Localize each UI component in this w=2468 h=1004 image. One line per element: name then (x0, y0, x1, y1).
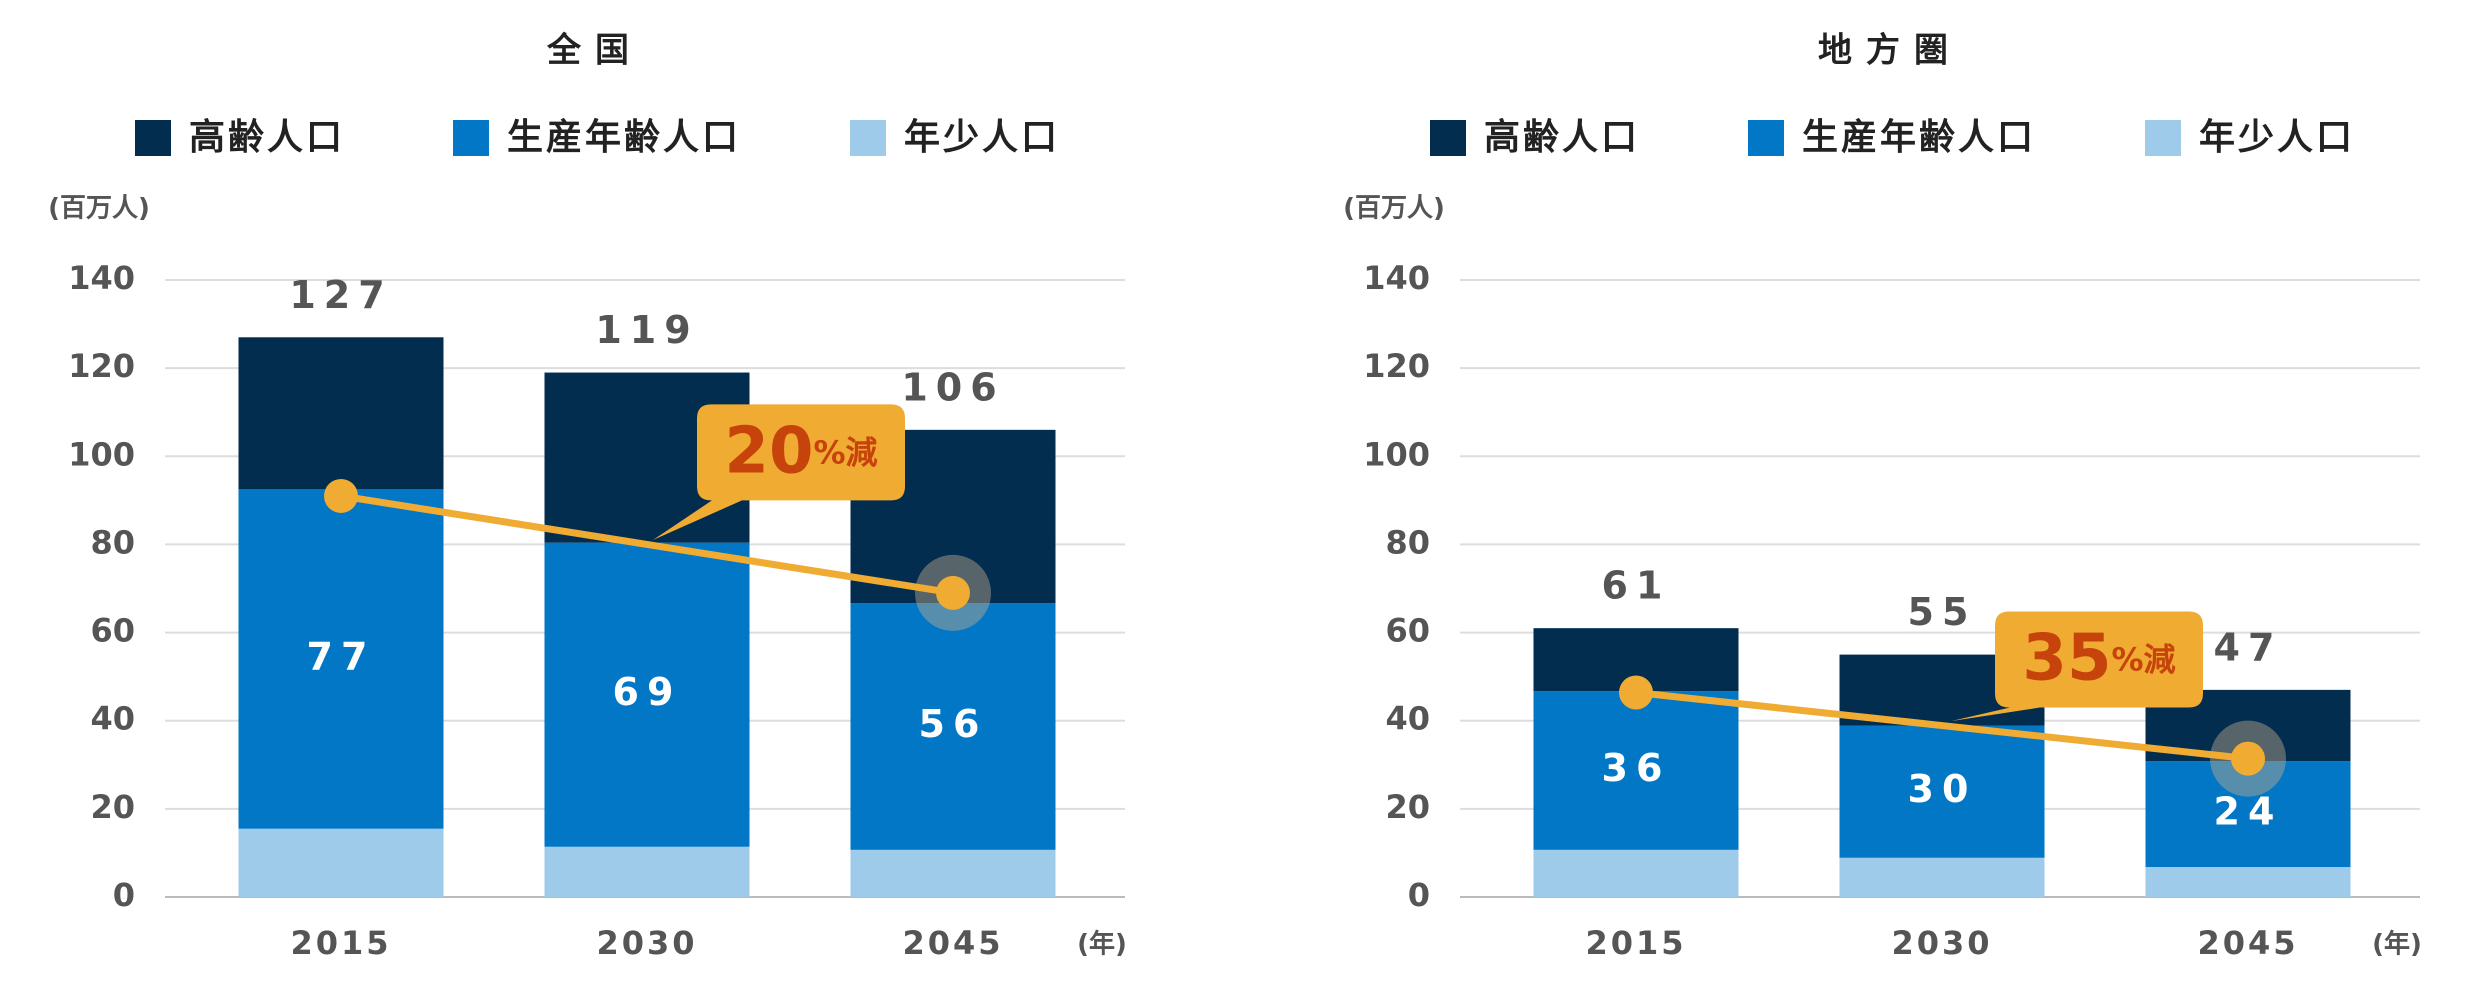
chart-title: 地方圏 (1818, 31, 1962, 71)
total-label: 47 (2214, 625, 2283, 669)
x-tick-label: 2015 (1585, 924, 1686, 962)
bar-segment (544, 846, 750, 897)
bar-segment (238, 489, 444, 829)
total-label: 55 (1908, 590, 1977, 634)
callout-suffix: %減 (813, 433, 877, 471)
y-tick-label: 0 (113, 876, 135, 914)
callout-value: 20 (724, 414, 813, 488)
legend-swatch (1748, 120, 1784, 156)
bar-segment (238, 337, 444, 490)
data-label: 24 (2214, 790, 2283, 834)
y-tick-label: 140 (68, 259, 135, 297)
data-label: 56 (919, 702, 988, 746)
y-tick-label: 100 (1363, 435, 1430, 473)
y-unit: (百万人) (48, 194, 150, 224)
legend-label: 生産年齢人口 (507, 117, 741, 158)
callout-text: 35%減 (2022, 621, 2175, 695)
trend-marker (324, 478, 358, 513)
y-tick-label: 80 (1385, 523, 1430, 561)
x-tick-label: 2015 (290, 924, 391, 962)
y-tick-label: 100 (68, 435, 135, 473)
trend-marker (2231, 741, 2265, 776)
y-tick-label: 80 (90, 523, 135, 561)
chart-title: 全国 (546, 31, 643, 71)
trend-line (340, 492, 954, 597)
bar-segment (1839, 725, 2045, 858)
legend-label: 高齢人口 (1484, 117, 1640, 158)
legend-swatch (2145, 120, 2181, 156)
callout-suffix: %減 (2111, 640, 2175, 678)
y-tick-label: 140 (1363, 259, 1430, 297)
total-label: 119 (595, 308, 698, 352)
trend-marker (936, 575, 970, 610)
trend-marker (1619, 675, 1653, 710)
legend-swatch (453, 120, 489, 156)
bar-segment (850, 603, 1056, 850)
legend-label: 高齢人口 (189, 117, 345, 158)
bar-segment (1533, 849, 1739, 897)
bar-segment (544, 542, 750, 847)
y-tick-label: 40 (1385, 700, 1430, 738)
y-tick-label: 40 (90, 700, 135, 738)
total-label: 61 (1602, 564, 1671, 608)
data-label: 36 (1602, 746, 1671, 790)
x-tick-label: 2045 (902, 924, 1003, 962)
legend-swatch (850, 120, 886, 156)
x-tick-label: 2030 (1891, 924, 1992, 962)
legend-swatch (1430, 120, 1466, 156)
bar-segment (2145, 761, 2351, 868)
y-unit: (百万人) (1343, 194, 1445, 224)
x-tick-label: 2045 (2197, 924, 2298, 962)
legend-label: 年少人口 (2199, 117, 2355, 158)
data-label: 30 (1908, 767, 1977, 811)
y-tick-label: 120 (1363, 347, 1430, 385)
y-tick-label: 60 (90, 612, 135, 650)
total-label: 106 (901, 365, 1004, 409)
y-tick-label: 0 (1408, 876, 1430, 914)
x-tick-label: 2030 (596, 924, 697, 962)
data-label: 77 (307, 635, 376, 679)
callout-value: 35 (2022, 621, 2111, 695)
x-unit: (年) (2372, 929, 2422, 960)
bar-segment (1533, 691, 1739, 850)
bar-segment (850, 849, 1056, 897)
bar-segment (1839, 857, 2045, 897)
x-unit: (年) (1077, 929, 1127, 960)
y-tick-label: 20 (90, 788, 135, 826)
y-tick-label: 120 (68, 347, 135, 385)
bar-segment (2145, 867, 2351, 897)
data-label: 69 (613, 670, 682, 714)
legend-swatch (135, 120, 171, 156)
y-tick-label: 20 (1385, 788, 1430, 826)
legend-label: 生産年齢人口 (1802, 117, 2036, 158)
callout-text: 20%減 (724, 414, 877, 488)
callout (653, 404, 905, 541)
total-label: 127 (289, 273, 392, 317)
legend-label: 年少人口 (904, 117, 1060, 158)
y-tick-label: 60 (1385, 612, 1430, 650)
bar-segment (238, 828, 444, 897)
trend-line (1635, 689, 2249, 763)
callout (1951, 611, 2203, 722)
